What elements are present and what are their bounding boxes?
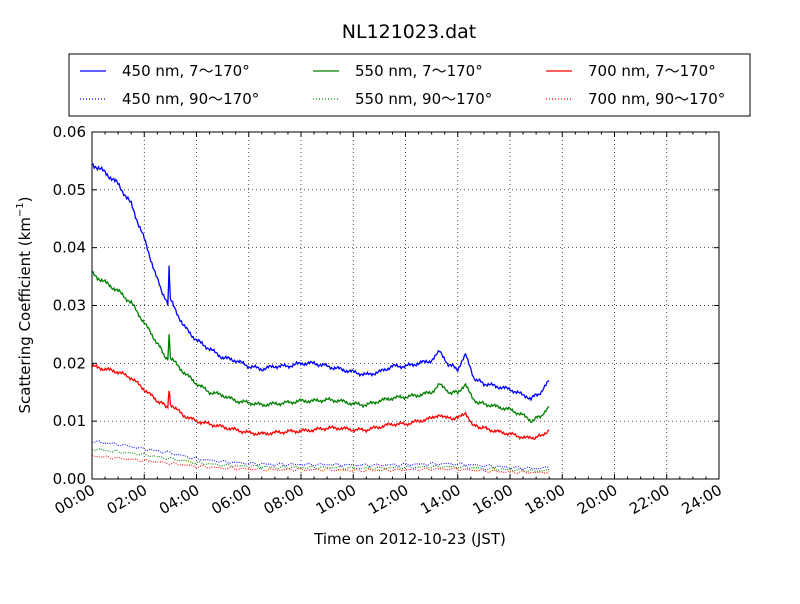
- legend-label: 450 nm, 7～170°: [122, 62, 250, 80]
- series-line: [91, 163, 550, 402]
- y-tick-label: 0.05: [53, 181, 86, 199]
- y-tick-labels: 0.00 0.01 0.02 0.03 0.04 0.05 0.06: [53, 123, 86, 488]
- chart-title: NL121023.dat: [342, 21, 477, 43]
- y-tick-label: 0.03: [53, 297, 86, 315]
- x-tick-labels: 00:00 02:00 04:00 06:00 08:00 10:00 12:00 14:00…: [52, 481, 725, 518]
- legend-label: 700 nm, 7～170°: [588, 62, 716, 80]
- x-tick-label: 16:00: [470, 481, 516, 518]
- x-tick-label: 14:00: [417, 481, 463, 518]
- y-axis-label: Scattering Coefficient (km−1): [15, 196, 34, 413]
- y-tick-label: 0.02: [53, 354, 86, 372]
- x-tick-label: 18:00: [522, 481, 568, 518]
- legend-label: 450 nm, 90～170°: [122, 90, 259, 108]
- x-tick-label: 04:00: [156, 481, 202, 518]
- y-axis-label-end: ): [16, 196, 34, 202]
- y-tick-label: 0.06: [53, 123, 86, 141]
- ticks: [91, 131, 720, 480]
- x-axis-label: Time on 2012-10-23 (JST): [313, 530, 506, 548]
- series-line: [91, 447, 550, 473]
- legend-label: 550 nm, 90～170°: [355, 90, 492, 108]
- legend-frame: [68, 53, 751, 117]
- legend-label: 550 nm, 7～170°: [355, 62, 483, 80]
- y-tick-label: 0.00: [53, 470, 86, 488]
- legend-label: 700 nm, 90～170°: [588, 90, 725, 108]
- y-tick-label: 0.01: [53, 412, 86, 430]
- x-tick-label: 22:00: [626, 481, 672, 518]
- series-line: [91, 270, 550, 424]
- y-tick-label: 0.04: [53, 239, 86, 257]
- x-tick-label: 02:00: [104, 481, 150, 518]
- x-tick-label: 06:00: [208, 481, 254, 518]
- series-line: [91, 439, 550, 471]
- series-line: [91, 363, 550, 441]
- x-tick-label: 12:00: [365, 481, 411, 518]
- x-tick-label: 20:00: [574, 481, 620, 518]
- y-axis-label-main: Scattering Coefficient (km: [16, 217, 34, 413]
- x-tick-label: 10:00: [313, 481, 359, 518]
- x-tick-label: 24:00: [679, 481, 725, 518]
- legend: 450 nm, 7～170° 550 nm, 7～170° 700 nm, 7～17…: [68, 53, 751, 117]
- series-layer: [91, 163, 550, 475]
- series-line: [91, 454, 550, 475]
- plot-area: [91, 131, 720, 480]
- x-tick-label: 08:00: [261, 481, 307, 518]
- y-axis-label-sup: −1: [15, 202, 26, 217]
